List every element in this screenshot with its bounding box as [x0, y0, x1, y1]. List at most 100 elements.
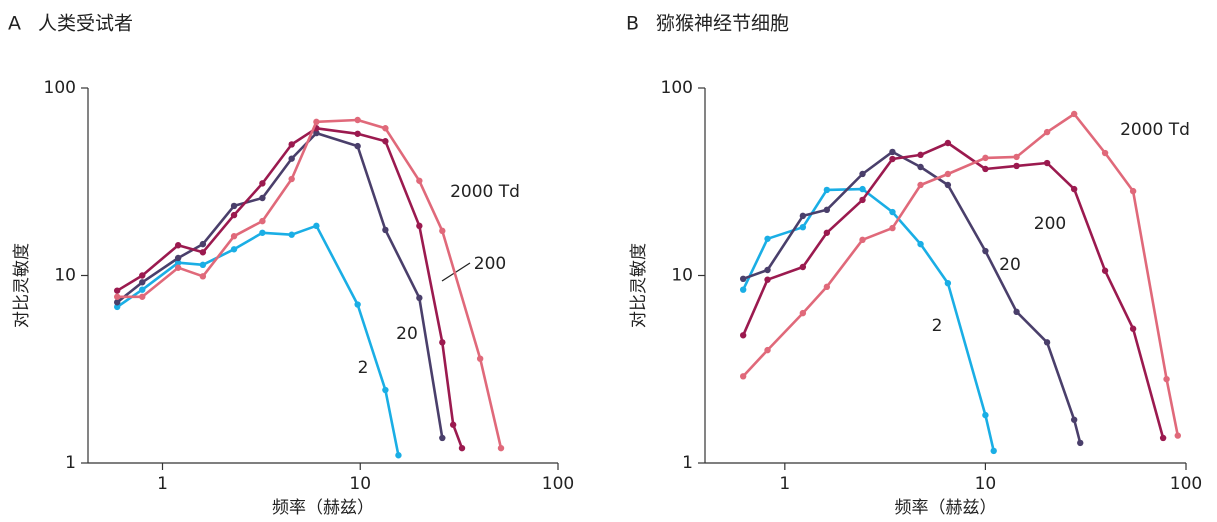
data-point [313, 222, 320, 230]
y-tick-label: 10 [54, 266, 76, 286]
data-point [230, 233, 238, 240]
data-point [799, 309, 807, 317]
data-point [799, 223, 807, 231]
data-point [859, 170, 866, 178]
y-tick-label: 100 [44, 78, 76, 98]
data-point [823, 206, 831, 214]
data-point [395, 452, 402, 459]
data-point [139, 293, 146, 300]
data-point [174, 242, 182, 249]
series-label: 2 [932, 316, 943, 336]
data-point [1013, 162, 1020, 170]
data-point [859, 185, 866, 193]
data-point [917, 181, 924, 189]
data-point [982, 411, 989, 419]
data-point [1077, 439, 1084, 447]
data-point [1013, 153, 1020, 161]
data-point [764, 235, 771, 242]
data-point [113, 303, 121, 311]
data-point [944, 181, 952, 189]
data-point [354, 116, 361, 124]
series-line [742, 187, 995, 452]
data-point [416, 177, 423, 184]
y-tick-label: 1 [65, 453, 76, 473]
data-point [1043, 128, 1051, 136]
data-point [313, 129, 320, 137]
panel-title: 猕猴神经节细胞 [656, 13, 789, 35]
data-point [859, 236, 866, 244]
data-point [113, 293, 121, 300]
x-tick-label: 10 [975, 474, 997, 494]
x-tick-label: 10 [349, 474, 371, 494]
data-point [739, 373, 747, 380]
panel-title: 人类受试者 [38, 13, 133, 35]
x-tick-label: 1 [157, 474, 168, 494]
data-point [199, 240, 207, 248]
y-tick-label: 1 [682, 453, 693, 473]
data-point [439, 434, 446, 442]
data-point [799, 263, 807, 271]
data-point [764, 346, 771, 354]
data-point [1043, 159, 1051, 167]
data-point [199, 273, 207, 280]
data-point [739, 275, 747, 283]
data-point [288, 175, 295, 183]
data-point [1070, 185, 1078, 193]
data-point [1129, 325, 1137, 332]
data-point [889, 155, 896, 163]
x-tick-label: 1 [779, 474, 790, 494]
data-point [416, 222, 423, 230]
series-line [742, 112, 1180, 436]
x-axis-label: 频率（赫兹） [272, 498, 374, 518]
data-point [382, 138, 389, 145]
data-point [1013, 308, 1020, 316]
data-point [982, 154, 989, 162]
panel-letter: A [8, 13, 21, 35]
data-point [944, 170, 952, 178]
data-point [944, 279, 952, 287]
x-axis-label: 频率（赫兹） [895, 498, 997, 518]
data-point [230, 211, 238, 219]
data-point [982, 247, 989, 255]
data-point [199, 261, 207, 269]
data-point [288, 141, 295, 148]
data-point [764, 276, 771, 283]
data-point [1043, 339, 1051, 346]
data-point [139, 272, 146, 279]
data-point [382, 226, 389, 234]
data-point [889, 208, 896, 216]
data-point [199, 249, 207, 256]
series-label: 2 [358, 358, 369, 378]
data-point [944, 139, 952, 147]
data-point [259, 217, 266, 225]
data-point [259, 229, 266, 236]
data-point [982, 165, 989, 173]
label-leader [441, 262, 471, 282]
data-point [917, 240, 924, 248]
data-point [476, 355, 484, 362]
data-point [990, 447, 997, 455]
data-point [139, 286, 146, 293]
data-point [439, 339, 446, 346]
data-point [259, 194, 266, 202]
series-label: 2000 Td [1120, 120, 1190, 140]
y-axis-label: 对比灵敏度 [12, 243, 32, 328]
data-point [1070, 416, 1078, 423]
data-point [1174, 432, 1181, 439]
data-point [917, 163, 924, 171]
x-tick-label: 100 [1170, 474, 1202, 494]
data-point [416, 294, 423, 302]
data-point [449, 421, 457, 428]
data-point [889, 224, 896, 232]
data-point [889, 148, 896, 156]
data-point [313, 118, 320, 126]
data-point [354, 142, 361, 150]
data-point [859, 196, 866, 204]
series-line [742, 150, 1082, 444]
data-point [1101, 267, 1109, 274]
series-line [116, 131, 444, 439]
data-point [823, 229, 831, 236]
data-point [113, 287, 121, 294]
data-point [1101, 149, 1109, 157]
data-point [354, 130, 361, 137]
